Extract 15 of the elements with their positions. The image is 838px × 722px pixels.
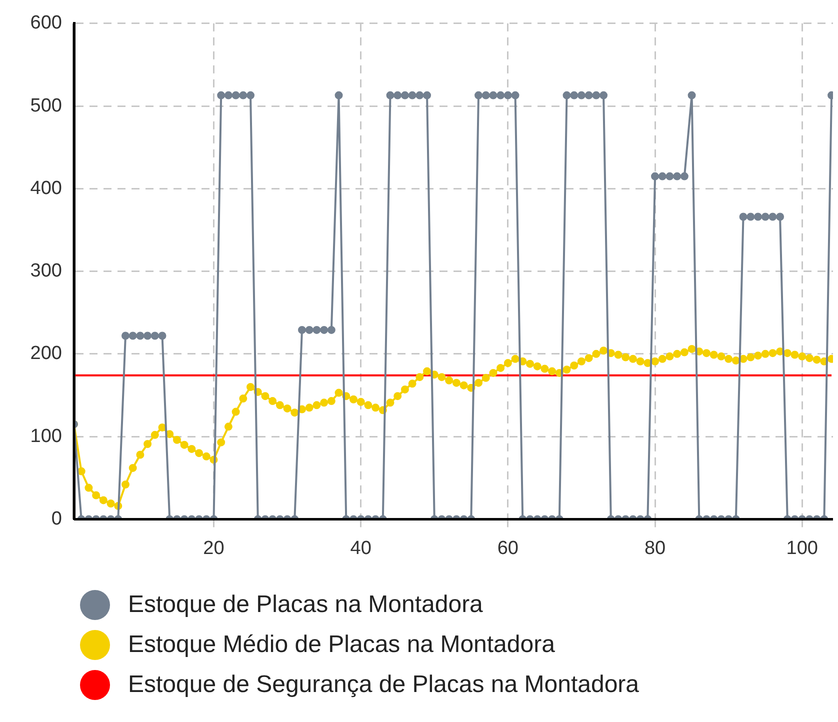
x-tick-label: 80 bbox=[644, 538, 666, 559]
y-tick-label: 100 bbox=[30, 426, 62, 447]
x-tick-label: 100 bbox=[786, 538, 818, 559]
legend-label: Estoque de Segurança de Placas na Montadora bbox=[128, 671, 640, 699]
x-tick-label: 60 bbox=[497, 538, 518, 559]
legend-label: Estoque de Placas na Montadora bbox=[128, 591, 483, 619]
legend-label: Estoque Médio de Placas na Montadora bbox=[128, 631, 555, 659]
y-tick-label: 0 bbox=[51, 508, 62, 530]
y-tick-label: 300 bbox=[30, 260, 62, 282]
y-tick-label: 600 bbox=[30, 12, 62, 34]
y-tick-label: 200 bbox=[30, 343, 62, 364]
x-tick-label: 40 bbox=[350, 538, 372, 559]
x-tick-label: 20 bbox=[203, 538, 224, 559]
y-tick-label: 400 bbox=[30, 178, 62, 199]
y-tick-label: 500 bbox=[30, 95, 62, 116]
